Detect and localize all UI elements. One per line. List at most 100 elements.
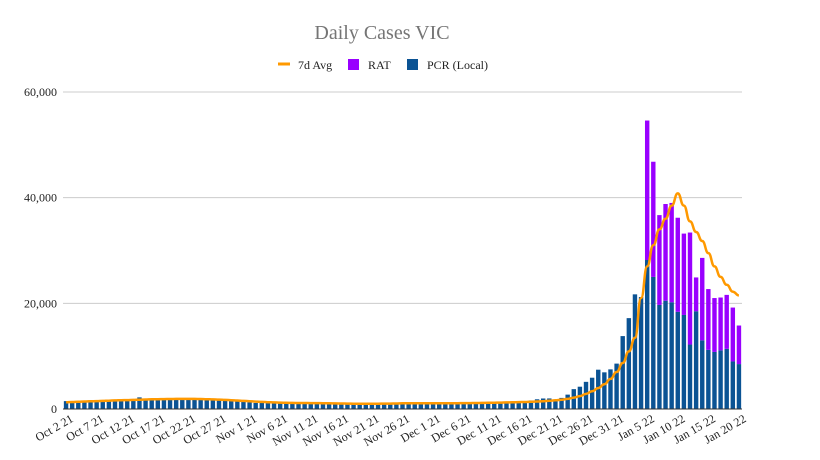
pcr-bar bbox=[339, 403, 344, 409]
pcr-bar bbox=[314, 403, 320, 409]
rat-bar bbox=[681, 233, 687, 315]
pcr-bar bbox=[69, 402, 75, 409]
pcr-bar bbox=[644, 260, 650, 409]
pcr-bar bbox=[638, 296, 644, 409]
pcr-bar bbox=[326, 403, 332, 409]
pcr-bar bbox=[394, 403, 399, 409]
y-tick-label: 60,000 bbox=[24, 85, 57, 99]
pcr-bar bbox=[149, 398, 154, 409]
pcr-bar bbox=[94, 401, 99, 409]
pcr-bar bbox=[63, 401, 69, 409]
pcr-bar bbox=[522, 401, 528, 409]
pcr-bar bbox=[418, 403, 424, 409]
rat-bar bbox=[724, 294, 729, 349]
pcr-bar bbox=[235, 401, 240, 409]
pcr-bar bbox=[210, 400, 216, 409]
pcr-bar bbox=[534, 399, 540, 409]
7d-avg-line bbox=[66, 192, 740, 406]
pcr-bar bbox=[125, 399, 130, 409]
pcr-bar bbox=[400, 403, 405, 409]
pcr-bar bbox=[82, 401, 87, 409]
pcr-bar bbox=[693, 311, 699, 409]
pcr-bar bbox=[620, 336, 625, 409]
legend-rat-swatch bbox=[348, 59, 359, 70]
pcr-bar bbox=[424, 403, 430, 409]
y-tick-label: 0 bbox=[51, 402, 57, 416]
rat-bar bbox=[736, 325, 742, 365]
pcr-bar bbox=[229, 400, 234, 409]
pcr-bar bbox=[430, 403, 436, 409]
pcr-bar bbox=[296, 402, 301, 409]
pcr-bar bbox=[571, 389, 576, 409]
rat-bar bbox=[712, 298, 717, 352]
gridlines bbox=[63, 91, 742, 304]
pcr-bar bbox=[180, 398, 185, 409]
pcr-bar bbox=[143, 399, 148, 409]
pcr-bar bbox=[540, 398, 546, 409]
pcr-bar bbox=[651, 276, 656, 409]
pcr-bar bbox=[687, 344, 693, 409]
pcr-bar bbox=[412, 402, 417, 409]
y-tick-label: 20,000 bbox=[24, 296, 57, 310]
legend-pcr-swatch bbox=[407, 59, 418, 70]
pcr-bar bbox=[381, 403, 387, 409]
legend: 7d Avg RAT PCR (Local) bbox=[278, 58, 488, 72]
pcr-bar bbox=[492, 402, 497, 409]
pcr-bar bbox=[277, 403, 283, 409]
pcr-bar bbox=[333, 403, 338, 409]
pcr-bar bbox=[608, 369, 613, 409]
pcr-bar bbox=[632, 294, 638, 409]
chart-title: Daily Cases VIC bbox=[314, 22, 449, 44]
pcr-bar bbox=[155, 399, 161, 409]
pcr-bars bbox=[63, 260, 742, 409]
pcr-bar bbox=[602, 372, 607, 409]
pcr-bar bbox=[118, 399, 124, 409]
pcr-bar bbox=[271, 402, 277, 409]
pcr-bar bbox=[443, 403, 448, 409]
pcr-bar bbox=[76, 401, 81, 409]
pcr-bar bbox=[485, 402, 491, 409]
pcr-bar bbox=[700, 340, 705, 409]
pcr-bar bbox=[461, 403, 466, 409]
pcr-bar bbox=[100, 401, 105, 409]
pcr-bar bbox=[302, 403, 307, 409]
pcr-bar bbox=[516, 401, 521, 409]
rat-bar bbox=[651, 161, 656, 277]
pcr-bar bbox=[577, 386, 583, 409]
rat-bar bbox=[693, 277, 699, 312]
pcr-bar bbox=[547, 398, 552, 409]
pcr-bar bbox=[186, 398, 191, 409]
pcr-bar bbox=[357, 404, 362, 409]
pcr-bar bbox=[106, 400, 112, 409]
pcr-bar bbox=[626, 318, 632, 409]
pcr-bar bbox=[216, 400, 222, 409]
rat-bar bbox=[663, 204, 668, 301]
pcr-bar bbox=[363, 403, 368, 409]
pcr-bar bbox=[553, 401, 558, 409]
pcr-bar bbox=[449, 402, 454, 409]
pcr-bar bbox=[131, 399, 136, 409]
rat-bar bbox=[657, 215, 662, 305]
pcr-bar bbox=[375, 403, 381, 409]
pcr-bar bbox=[388, 403, 393, 409]
pcr-bar bbox=[724, 348, 729, 409]
rat-bar bbox=[718, 297, 723, 351]
pcr-bar bbox=[320, 403, 326, 409]
pcr-bar bbox=[559, 397, 564, 409]
pcr-bar bbox=[167, 399, 173, 409]
pcr-bar bbox=[192, 399, 197, 409]
pcr-bar bbox=[241, 401, 246, 409]
pcr-bar bbox=[198, 398, 203, 409]
rat-bar bbox=[675, 217, 680, 312]
pcr-bar bbox=[736, 364, 742, 409]
pcr-bar bbox=[681, 314, 687, 409]
pcr-bar bbox=[669, 302, 674, 409]
pcr-bar bbox=[510, 401, 515, 409]
pcr-bar bbox=[663, 300, 668, 409]
rat-bar bbox=[700, 257, 705, 341]
pcr-bar bbox=[565, 394, 570, 409]
pcr-bar bbox=[706, 349, 711, 409]
pcr-bar bbox=[290, 402, 295, 409]
pcr-bar bbox=[253, 402, 258, 409]
